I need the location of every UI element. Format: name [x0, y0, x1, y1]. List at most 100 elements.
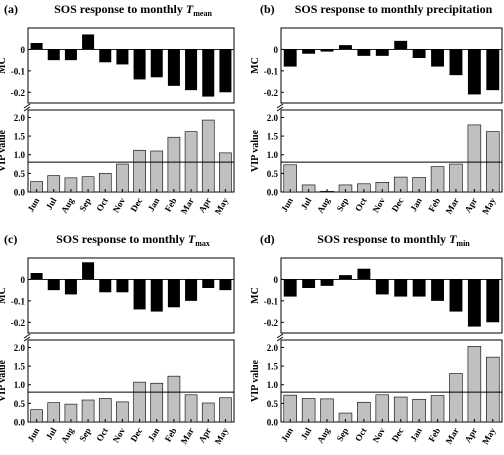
vip-bar-feb: [430, 395, 445, 423]
x-tick-label-nov: Nov: [371, 196, 388, 215]
x-tick-label-may: May: [480, 426, 498, 447]
mc-bar-feb: [167, 279, 180, 308]
vip-y-tick-label: 0.0: [14, 418, 26, 428]
mc-bar-nov: [375, 279, 389, 295]
vip-bar-feb: [430, 166, 445, 193]
mc-bar-aug: [64, 49, 77, 61]
mc-bar-sep: [82, 34, 95, 50]
mc-bar-sep: [339, 45, 352, 50]
mc-bar-oct: [357, 268, 371, 280]
vip-bar-apr: [467, 124, 482, 193]
x-tick-label-mar: Mar: [444, 426, 461, 446]
x-tick-label-apr: Apr: [463, 196, 479, 214]
mc-bar-aug: [320, 49, 334, 52]
mc-bar-apr: [467, 279, 481, 327]
mc-bar-may: [486, 49, 500, 91]
mc-bar-apr: [202, 279, 215, 288]
mc-y-tick-label: 0: [274, 275, 279, 285]
mc-plot-frame: [280, 257, 503, 334]
x-tick-label-jun: Jun: [279, 426, 295, 444]
axis-break-mark: [23, 103, 31, 112]
mc-bar-sep: [339, 275, 352, 280]
panel-letter: (d): [260, 232, 275, 246]
mc-bar-jul: [47, 49, 60, 61]
mc-bar-mar: [449, 49, 463, 76]
x-tick-label-jan: Jan: [408, 196, 424, 213]
vip-bar-dec: [133, 381, 146, 423]
vip-plot-frame: [27, 109, 235, 193]
x-tick-label-jun: Jun: [25, 426, 41, 444]
mc-bar-nov: [116, 279, 129, 293]
mc-bar-sep: [82, 262, 95, 280]
x-tick-label-jun: Jun: [25, 196, 41, 214]
mc-y-tick-label: -0.1: [264, 296, 279, 306]
mc-bar-feb: [167, 49, 180, 86]
mc-bar-jun: [30, 43, 43, 50]
panel-letter: (a): [4, 2, 18, 16]
mc-bar-jul: [302, 279, 316, 288]
vip-bar-jun: [283, 164, 297, 193]
mc-bar-may: [219, 279, 232, 291]
mc-y-tick-label: -0.1: [11, 66, 26, 76]
mc-bar-apr: [467, 49, 481, 95]
mc-bar-dec: [394, 40, 408, 50]
mc-y-tick-label: -0.2: [264, 318, 279, 328]
vip-y-tick-label: 2.0: [14, 113, 26, 123]
mc-y-tick-label: -0.1: [11, 296, 26, 306]
mc-bar-dec: [394, 279, 408, 297]
vip-plot-frame: [280, 339, 503, 423]
x-tick-label-may: May: [213, 196, 231, 217]
x-tick-label-feb: Feb: [163, 196, 179, 214]
vip-bar-feb: [167, 136, 181, 193]
x-tick-label-aug: Aug: [315, 426, 332, 445]
mc-bar-mar: [185, 49, 198, 91]
vip-bar-aug: [320, 398, 334, 423]
vip-y-tick-label: 2.0: [14, 343, 26, 353]
x-tick-label-aug: Aug: [59, 196, 76, 215]
x-tick-label-jul: Jul: [299, 196, 314, 212]
x-tick-label-oct: Oct: [353, 196, 369, 213]
panel-title: SOS response to monthly Tmax: [56, 232, 210, 248]
mc-bar-jan: [412, 279, 426, 297]
x-tick-label-apr: Apr: [463, 426, 479, 444]
x-tick-label-nov: Nov: [111, 426, 128, 445]
x-tick-label-jan: Jan: [146, 196, 162, 213]
x-tick-label-jan: Jan: [408, 426, 424, 443]
x-tick-label-mar: Mar: [444, 196, 461, 216]
mc-bar-nov: [375, 49, 389, 56]
mc-bar-jun: [283, 279, 297, 297]
mc-bar-mar: [185, 279, 198, 301]
vip-bar-jun: [283, 394, 297, 423]
x-tick-label-jan: Jan: [146, 426, 162, 443]
vip-bar-may: [486, 356, 500, 423]
vip-y-axis-label: VIP value: [0, 129, 8, 172]
panel-title: SOS response to monthly precipitation: [295, 2, 493, 16]
x-tick-label-sep: Sep: [335, 196, 351, 213]
mc-bar-apr: [202, 49, 215, 97]
vip-y-tick-label: 0.5: [14, 399, 26, 409]
x-tick-label-aug: Aug: [315, 196, 332, 215]
mc-y-tick-label: 0: [21, 45, 26, 55]
vip-y-tick-label: 1.0: [14, 380, 26, 390]
panel-letter: (c): [4, 232, 17, 246]
chart-panel-2: (b) SOS response to monthly precipitation…: [250, 2, 503, 216]
vip-y-tick-label: 2.0: [267, 343, 279, 353]
mc-y-tick-label: 0: [274, 45, 279, 55]
mc-bar-oct: [99, 49, 112, 63]
vip-y-tick-label: 1.0: [267, 380, 279, 390]
axis-break-mark: [276, 103, 284, 112]
vip-y-axis-label: VIP value: [250, 359, 261, 402]
x-tick-label-may: May: [213, 426, 231, 447]
panel-letter: (b): [260, 2, 275, 16]
mc-bar-dec: [133, 49, 146, 80]
mc-bar-jun: [283, 49, 297, 67]
mc-bar-jul: [302, 49, 316, 54]
mc-bar-dec: [133, 279, 146, 310]
vip-bar-may: [219, 152, 232, 193]
x-tick-label-oct: Oct: [94, 426, 110, 443]
vip-y-tick-label: 1.0: [267, 150, 279, 160]
panel-title: SOS response to monthly Tmean: [54, 2, 212, 18]
mc-y-tick-label: -0.1: [264, 66, 279, 76]
chart-panel-1: (a) SOS response to monthly Tmean 0 -0.1 -0.…: [0, 2, 235, 217]
